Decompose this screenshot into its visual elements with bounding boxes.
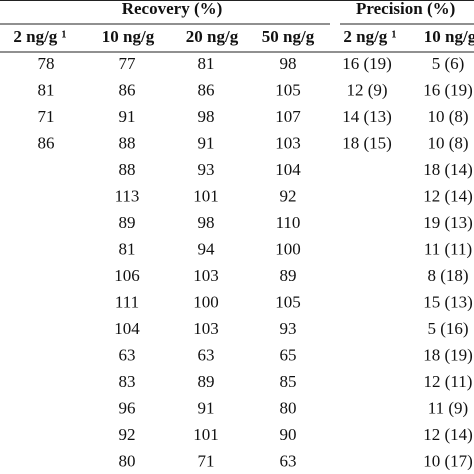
cell: 94 bbox=[198, 239, 216, 258]
cell: 12 (9) bbox=[346, 80, 387, 99]
cell: 10 (8) bbox=[427, 107, 468, 126]
cell: 111 bbox=[115, 292, 139, 311]
cell: 92 bbox=[119, 425, 136, 444]
cell: 5 (16) bbox=[427, 319, 468, 338]
cell: 18 (14) bbox=[423, 160, 473, 179]
cell: 105 bbox=[275, 292, 301, 311]
column-header: 50 ng/g bbox=[262, 27, 315, 46]
cell: 80 bbox=[119, 451, 136, 470]
cell: 101 bbox=[193, 186, 219, 205]
cell: 16 (19) bbox=[423, 80, 473, 99]
cell: 5 (6) bbox=[432, 54, 465, 73]
cell: 85 bbox=[280, 372, 297, 391]
cell: 98 bbox=[198, 213, 215, 232]
group-header: Precision (%) bbox=[356, 0, 455, 18]
cell: 90 bbox=[280, 425, 297, 444]
column-header: 2 ng/g ¹ bbox=[13, 27, 66, 46]
cell: 93 bbox=[280, 319, 297, 338]
cell: 12 (14) bbox=[423, 186, 473, 205]
cell: 103 bbox=[193, 266, 219, 285]
cell: 107 bbox=[275, 107, 301, 126]
cell: 81 bbox=[198, 54, 215, 73]
cell: 71 bbox=[198, 451, 215, 470]
cell: 86 bbox=[38, 133, 55, 152]
cell: 77 bbox=[119, 54, 137, 73]
cell: 89 bbox=[198, 372, 215, 391]
cell: 10 (17) bbox=[423, 451, 473, 470]
cell: 81 bbox=[119, 239, 136, 258]
column-header: 10 ng/g bbox=[424, 27, 474, 46]
cell: 18 (15) bbox=[342, 133, 392, 152]
cell: 12 (14) bbox=[423, 425, 473, 444]
cell: 83 bbox=[119, 372, 136, 391]
cell: 104 bbox=[275, 160, 301, 179]
group-header: Recovery (%) bbox=[122, 0, 223, 18]
cell: 11 (9) bbox=[428, 398, 468, 417]
cell: 18 (19) bbox=[423, 345, 473, 364]
cell: 8 (18) bbox=[427, 266, 468, 285]
cell: 96 bbox=[119, 398, 136, 417]
column-header: 20 ng/g bbox=[186, 27, 239, 46]
cell: 98 bbox=[280, 54, 297, 73]
cell: 11 (11) bbox=[424, 239, 472, 258]
cell: 19 (13) bbox=[423, 213, 473, 232]
cell: 86 bbox=[198, 80, 215, 99]
cell: 110 bbox=[276, 213, 301, 232]
cell: 105 bbox=[275, 80, 301, 99]
cell: 103 bbox=[275, 133, 301, 152]
cell: 15 (13) bbox=[423, 292, 473, 311]
cell: 92 bbox=[280, 186, 297, 205]
cell: 93 bbox=[198, 160, 215, 179]
cell: 14 (13) bbox=[342, 107, 392, 126]
cell: 88 bbox=[119, 133, 136, 152]
cell: 71 bbox=[38, 107, 55, 126]
cell: 104 bbox=[114, 319, 140, 338]
column-header: 10 ng/g bbox=[102, 27, 155, 46]
cell: 98 bbox=[198, 107, 215, 126]
column-header: 2 ng/g ¹ bbox=[343, 27, 396, 46]
cell: 16 (19) bbox=[342, 54, 392, 73]
cell: 100 bbox=[275, 239, 301, 258]
cell: 81 bbox=[38, 80, 55, 99]
cell: 89 bbox=[119, 213, 136, 232]
cell: 91 bbox=[198, 133, 215, 152]
cell: 63 bbox=[198, 345, 215, 364]
cell: 10 (8) bbox=[427, 133, 468, 152]
cell: 101 bbox=[193, 425, 219, 444]
cell: 12 (11) bbox=[424, 372, 473, 391]
cell: 78 bbox=[38, 54, 55, 73]
cell: 63 bbox=[119, 345, 136, 364]
cell: 86 bbox=[119, 80, 136, 99]
cell: 63 bbox=[280, 451, 297, 470]
cell: 113 bbox=[115, 186, 140, 205]
cell: 106 bbox=[114, 266, 140, 285]
cell: 100 bbox=[193, 292, 219, 311]
cell: 65 bbox=[280, 345, 297, 364]
cell: 80 bbox=[280, 398, 297, 417]
cell: 91 bbox=[119, 107, 136, 126]
cell: 89 bbox=[280, 266, 297, 285]
cell: 91 bbox=[198, 398, 215, 417]
cell: 103 bbox=[193, 319, 219, 338]
cell: 88 bbox=[119, 160, 136, 179]
